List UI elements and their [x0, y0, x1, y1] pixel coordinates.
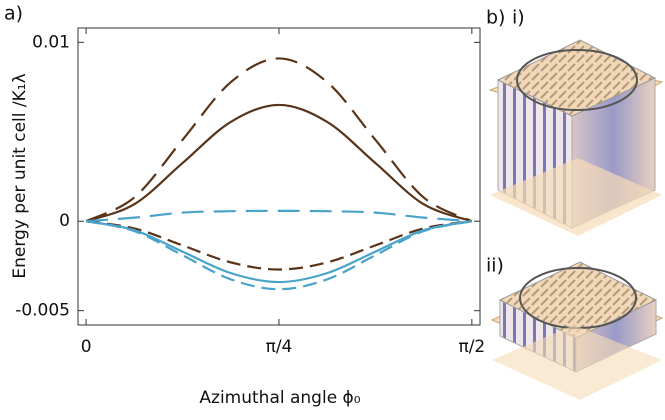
x-axis-label: Azimuthal angle ϕ₀: [199, 388, 360, 408]
x-tick-label: 0: [81, 337, 92, 357]
y-tick-label: 0: [59, 211, 70, 231]
panel-label: b): [486, 7, 505, 29]
plot-frame: [77, 27, 481, 326]
panel-label: ii): [486, 255, 504, 277]
series-line: [86, 209, 472, 223]
series-line: [85, 220, 473, 284]
panel-label: a): [4, 3, 23, 25]
series-line: [85, 220, 473, 291]
panel-label: i): [512, 7, 525, 29]
render-i: [488, 39, 664, 236]
y-tick-label: -0.005: [15, 301, 70, 321]
render-ii: [490, 261, 664, 400]
x-tick-label: π/4: [266, 337, 293, 357]
series-line: [85, 57, 473, 223]
series-line: [85, 220, 473, 271]
y-axis-label: Energy per unit cell /K₁λ: [10, 73, 30, 278]
x-tick-label: π/2: [458, 337, 485, 357]
series-line: [85, 103, 473, 223]
y-tick-label: 0.01: [32, 32, 70, 52]
